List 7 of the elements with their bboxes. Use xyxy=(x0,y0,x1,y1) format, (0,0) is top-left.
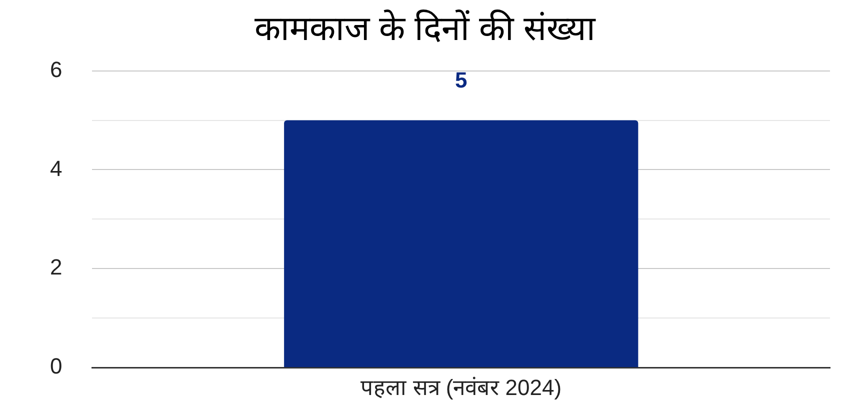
y-tick-label: 0 xyxy=(50,354,62,379)
chart-title: कामकाज के दिनों की संख्या xyxy=(254,8,596,48)
x-tick-label: पहला सत्र (नवंबर 2024) xyxy=(360,374,562,400)
data-label: 5 xyxy=(454,67,468,92)
y-tick-label: 2 xyxy=(50,254,62,280)
y-tick-label: 6 xyxy=(50,56,62,82)
y-tick-label: 4 xyxy=(50,156,62,181)
